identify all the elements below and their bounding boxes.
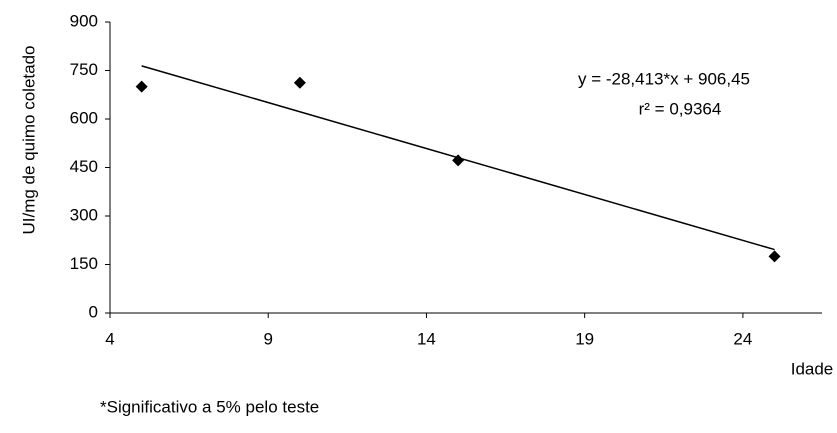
y-tick-label: 0	[89, 302, 98, 321]
x-tick-label: 9	[263, 329, 272, 348]
y-axis-label: UI/mg de quimo coletado	[19, 46, 38, 235]
r-squared: r² = 0,9364	[639, 99, 722, 118]
data-point	[452, 154, 465, 167]
y-tick-label: 450	[70, 157, 98, 176]
equation: y = -28,413*x + 906,45	[578, 69, 750, 88]
x-tick-label: 14	[417, 329, 436, 348]
footnote: *Significativo a 5% pelo teste	[100, 397, 319, 416]
y-tick-label: 150	[70, 254, 98, 273]
data-point	[768, 250, 781, 263]
x-tick-label: 19	[575, 329, 594, 348]
x-axis-label: Idade	[791, 359, 834, 378]
y-tick-label: 300	[70, 205, 98, 224]
x-tick-label: 4	[105, 329, 114, 348]
y-tick-label: 600	[70, 108, 98, 127]
y-tick-label: 750	[70, 60, 98, 79]
data-point	[293, 76, 306, 89]
y-tick-label: 900	[70, 11, 98, 30]
data-point	[135, 80, 148, 93]
x-tick-label: 24	[733, 329, 752, 348]
